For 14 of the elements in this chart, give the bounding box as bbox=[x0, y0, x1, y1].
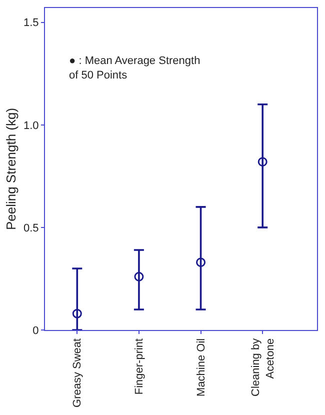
y-tick-label: 0.5 bbox=[24, 222, 39, 234]
y-tick-label: 0 bbox=[32, 324, 39, 337]
annotation: ● : Mean Average Strength of 50 Points bbox=[69, 55, 200, 82]
y-axis-title: Peeling Strength (kg) bbox=[3, 108, 18, 230]
point bbox=[258, 157, 268, 167]
point bbox=[134, 272, 144, 282]
x-tick-label: Greasy Sweat bbox=[72, 338, 84, 408]
point bbox=[196, 258, 206, 268]
x-tick-label: Finger-print bbox=[134, 338, 146, 395]
y-tick-label: 1.0 bbox=[24, 120, 39, 132]
x-tick-label: Machine Oil bbox=[195, 338, 208, 396]
y-tick-label: 1.5 bbox=[24, 17, 39, 30]
point bbox=[72, 308, 82, 318]
x-tick-label: Cleaning by Acetone bbox=[250, 338, 276, 396]
